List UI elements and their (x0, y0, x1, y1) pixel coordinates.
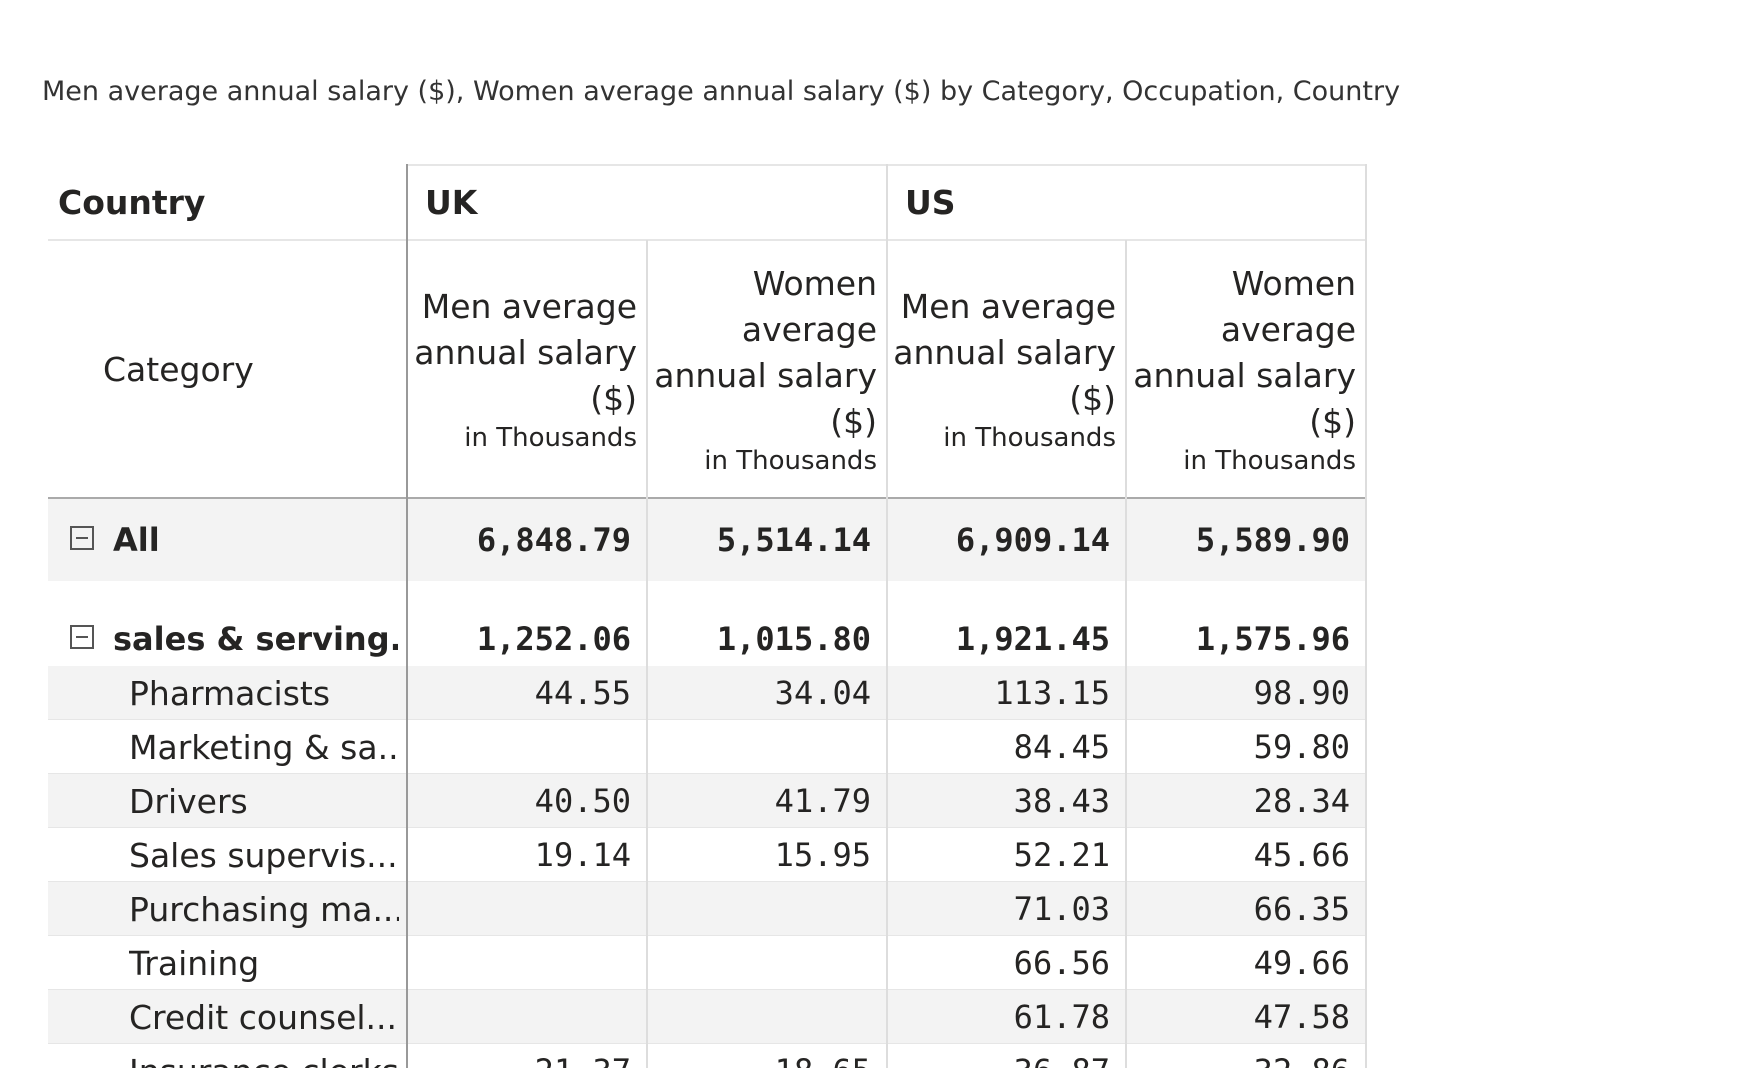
measure-header: Men average annual salary ($) in Thousand… (893, 240, 1116, 498)
value-cell: 84.45 (1013, 728, 1110, 766)
row-background (48, 498, 1366, 581)
value-cell: 59.80 (1253, 728, 1350, 766)
value-cell: 45.66 (1253, 836, 1350, 874)
column-divider (406, 164, 408, 1068)
unit-label: in Thousands (464, 423, 637, 453)
row-background (48, 828, 1366, 882)
value-cell: 28.34 (1253, 782, 1350, 820)
row-label: Marketing & sa... (129, 727, 399, 767)
measure-name: Men average annual salary ($) (893, 287, 1116, 418)
value-cell: 66.35 (1253, 890, 1350, 928)
value-cell: 1,921.45 (955, 620, 1110, 658)
value-cell: 41.79 (774, 782, 871, 820)
value-cell: 36.87 (887, 1044, 1126, 1068)
value-cell: 32.86 (1126, 1044, 1366, 1068)
row-background (48, 774, 1366, 828)
row-label: Credit counsel... (129, 997, 398, 1037)
row-background (48, 936, 1366, 990)
value-cell: 44.55 (534, 674, 631, 712)
row-label: Training (129, 943, 260, 983)
unit-label: in Thousands (704, 446, 877, 476)
collapse-icon (70, 525, 94, 550)
value-cell: 71.03 (1013, 890, 1110, 928)
value-cell: 6,909.14 (955, 520, 1110, 559)
value-cell: 15.95 (774, 836, 871, 874)
row-label: Sales supervis... (129, 835, 398, 875)
column-divider (1365, 164, 1367, 1068)
header-divider (48, 239, 1366, 241)
column-divider (1125, 240, 1127, 1068)
value-cell: 1,575.96 (1195, 620, 1350, 658)
value-cell: 5,589.90 (1195, 520, 1350, 559)
value-cell: 21.37 (407, 1044, 647, 1068)
measure-name: Men average annual salary ($) (414, 287, 637, 418)
visual-title: Men average annual salary ($), Women ave… (42, 76, 1401, 107)
unit-label: in Thousands (1183, 446, 1356, 476)
value-cell: 1,015.80 (716, 620, 871, 658)
unit-label: in Thousands (943, 423, 1116, 453)
row-background (48, 1044, 1366, 1068)
measure-header: Women average annual salary ($) in Thousa… (1132, 240, 1356, 498)
value-cell: 18.65 (647, 1044, 887, 1068)
row-label: Pharmacists (129, 673, 331, 713)
row-label: Insurance clerks (129, 1044, 399, 1068)
value-cell: 98.90 (1253, 674, 1350, 712)
row-label: All (113, 520, 160, 559)
value-cell: 113.15 (994, 674, 1110, 712)
value-cell: 61.78 (1013, 998, 1110, 1036)
value-cell: 19.14 (534, 836, 631, 874)
value-cell: 34.04 (774, 674, 871, 712)
header-bottom (48, 497, 1366, 499)
row-background (48, 581, 1366, 666)
value-cell: 1,252.06 (476, 620, 631, 658)
value-cell: 47.58 (1253, 998, 1350, 1036)
value-cell: 38.43 (1013, 782, 1110, 820)
value-cell: 66.56 (1013, 944, 1110, 982)
row-background (48, 882, 1366, 936)
measure-header: Women average annual salary ($) in Thousa… (653, 240, 877, 498)
row-label: sales & serving... (113, 620, 398, 658)
value-cell: 49.66 (1253, 944, 1350, 982)
measure-header: Men average annual salary ($) in Thousand… (413, 240, 637, 498)
row-label: Drivers (129, 781, 248, 821)
row-background (48, 990, 1366, 1044)
column-divider (886, 164, 888, 1068)
value-cell: 6,848.79 (476, 520, 631, 559)
measure-name: Women average annual salary ($) (654, 264, 877, 441)
value-cell: 5,514.14 (716, 520, 871, 559)
category-header: Category (103, 349, 254, 389)
country-header: Country (58, 182, 206, 222)
column-divider (646, 240, 648, 1068)
row-background (48, 666, 1366, 720)
value-cell: 52.21 (1013, 836, 1110, 874)
row-label: Purchasing ma... (129, 889, 399, 929)
country-label: US (905, 182, 956, 222)
measure-name: Women average annual salary ($) (1133, 264, 1356, 441)
collapse-icon (70, 625, 94, 649)
value-cell: 40.50 (534, 782, 631, 820)
country-label: UK (425, 182, 478, 222)
row-background (48, 720, 1366, 774)
